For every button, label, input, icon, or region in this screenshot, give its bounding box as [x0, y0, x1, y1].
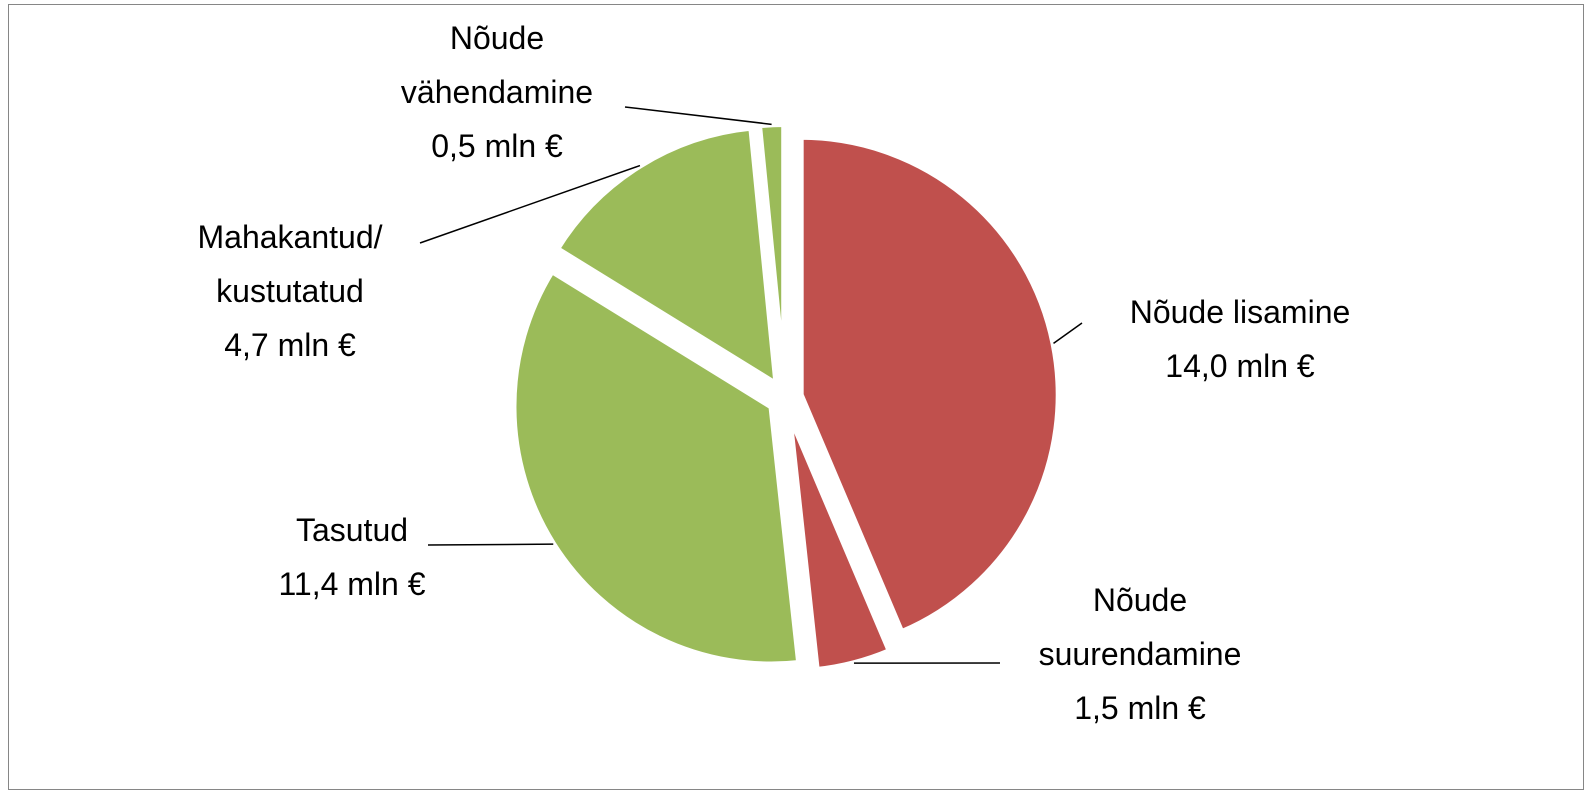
category-label: Tasutud [295, 512, 409, 548]
pie-slice [797, 133, 1062, 637]
value-label: 1,5 mln € [1074, 690, 1206, 726]
leader-line [624, 106, 772, 126]
value-label: 11,4 mln € [278, 566, 426, 602]
category-label: Nõude lisamine [1129, 294, 1351, 330]
category-label: Nõude vähendamine [400, 20, 594, 110]
chart-border [8, 4, 1584, 790]
leader-line [1053, 322, 1083, 345]
data-label: Nõude vähendamine 0,5 mln € [367, 11, 627, 173]
value-label: 14,0 mln € [1165, 348, 1315, 384]
leader-line [419, 164, 641, 244]
category-label: Mahakantud/ kustutatud [197, 219, 383, 309]
leader-line [427, 543, 554, 546]
data-label: Tasutud 11,4 mln € [242, 503, 462, 611]
value-label: 4,7 mln € [224, 327, 356, 363]
category-label: Nõude suurendamine [1038, 582, 1242, 672]
value-label: 0,5 mln € [431, 128, 563, 164]
pie-slice [786, 412, 894, 674]
data-label: Mahakantud/ kustutatud 4,7 mln € [145, 210, 435, 372]
data-label: Nõude lisamine 14,0 mln € [1090, 285, 1390, 393]
data-label: Nõude suurendamine 1,5 mln € [995, 573, 1285, 735]
